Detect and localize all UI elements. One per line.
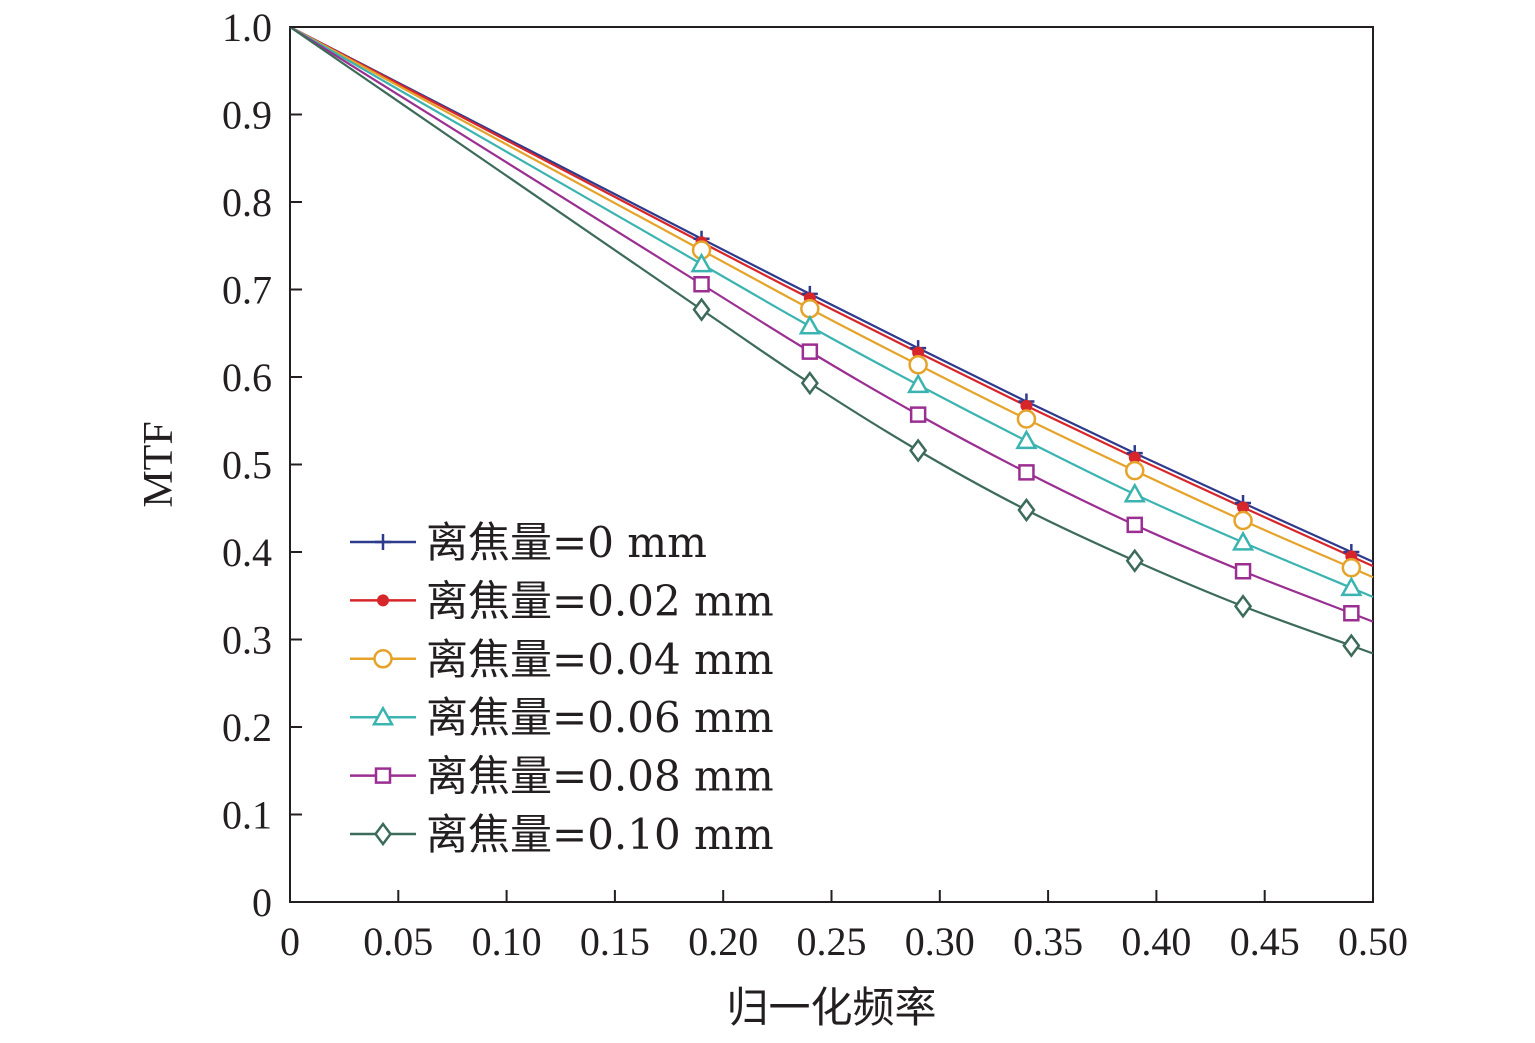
series-marker [1016, 409, 1037, 429]
series-marker [1233, 594, 1253, 619]
y-tick-label: 0.2 [222, 705, 272, 750]
tick-labels: 0 0.05 0.10 0.15 0.20 0.25 0.30 0.35 0.40 0.45 0.5… [222, 5, 1408, 964]
y-tick-label: 0.7 [222, 268, 272, 313]
series-marker [1234, 563, 1252, 580]
series-marker [1342, 633, 1361, 658]
x-tick-label: 0.35 [1013, 919, 1083, 964]
y-tick-label: 0.3 [222, 618, 272, 663]
series-marker [1015, 429, 1038, 450]
series-marker [1125, 548, 1144, 573]
series-marker [1126, 516, 1143, 534]
series-marker [800, 371, 819, 396]
legend-item: 离焦量=0.08 mm [350, 752, 774, 801]
legend-marker [375, 534, 391, 550]
y-tick-label: 0.6 [222, 355, 272, 400]
series-line [289, 26, 1374, 655]
y-tick-label: 0 [252, 880, 272, 925]
series-marker [693, 276, 710, 293]
series-line [289, 26, 1374, 563]
series-marker [798, 314, 821, 335]
series-line [289, 26, 1374, 568]
legend-item: 离焦量=0.02 mm [350, 576, 774, 625]
y-tick-label: 0.8 [222, 180, 272, 225]
series-line [289, 26, 1374, 579]
x-tick-label: 0.45 [1230, 919, 1300, 964]
legend-marker [373, 649, 393, 669]
series-marker [909, 406, 927, 423]
legend-label: 离焦量=0.04 mm [426, 635, 774, 684]
legend-item: 离焦量=0.10 mm [350, 810, 774, 859]
series-marker [1123, 482, 1146, 503]
x-tick-label: 0.05 [363, 919, 433, 964]
x-axis-title: 归一化频率 [726, 985, 936, 1032]
legend-label: 离焦量=0.10 mm [426, 810, 774, 859]
legend-marker [374, 767, 392, 784]
x-tick-label: 0.30 [905, 919, 975, 964]
series-marker [1018, 464, 1035, 481]
series-marker [1341, 558, 1362, 578]
legend: 离焦量=0 mm 离焦量=0.02 mm 离焦量=0.04 mm 离焦量=0.06 m… [350, 518, 774, 859]
series-marker [692, 297, 711, 322]
x-tick-label: 0.15 [580, 919, 650, 964]
y-tick-label: 0.9 [222, 93, 272, 138]
series-lines [289, 26, 1374, 655]
legend-item: 离焦量=0.06 mm [350, 693, 774, 742]
series-marker [1340, 576, 1363, 597]
legend-marker [377, 594, 389, 607]
legend-label: 离焦量=0.06 mm [426, 693, 774, 742]
x-tick-label: 0.10 [472, 919, 542, 964]
x-tick-label: 0.20 [688, 919, 758, 964]
legend-marker [373, 821, 393, 847]
x-tick-label: 0 [280, 919, 300, 964]
legend-item: 离焦量=0.04 mm [350, 635, 774, 684]
y-axis-title: MTF [136, 421, 182, 507]
x-tick-label: 0.25 [797, 919, 867, 964]
series-marker [801, 343, 819, 360]
series-line [289, 26, 1374, 598]
series-markers [690, 230, 1363, 658]
y-tick-label: 0.4 [222, 530, 272, 575]
x-tick-label: 0.50 [1338, 919, 1408, 964]
legend-label: 离焦量=0.08 mm [426, 752, 774, 801]
series-marker [1233, 510, 1253, 531]
series-marker [908, 355, 928, 375]
legend-item: 离焦量=0 mm [350, 518, 707, 567]
legend-label: 离焦量=0 mm [426, 518, 707, 567]
series-marker [690, 252, 713, 273]
legend-marker [371, 705, 395, 726]
x-tick-label: 0.40 [1121, 919, 1191, 964]
legend-label: 离焦量=0.02 mm [426, 576, 774, 625]
series-marker [909, 438, 928, 463]
series-marker [1343, 605, 1360, 622]
series-marker [1017, 497, 1036, 523]
y-tick-label: 0.1 [222, 793, 272, 838]
series-marker [1124, 460, 1145, 481]
y-tick-label: 0.5 [222, 443, 272, 488]
series-line [289, 26, 1374, 623]
axis-ticks [289, 26, 1374, 903]
series-marker [1231, 530, 1255, 551]
series-marker [800, 299, 820, 319]
series-marker [907, 373, 930, 394]
y-tick-label: 1.0 [222, 5, 272, 50]
